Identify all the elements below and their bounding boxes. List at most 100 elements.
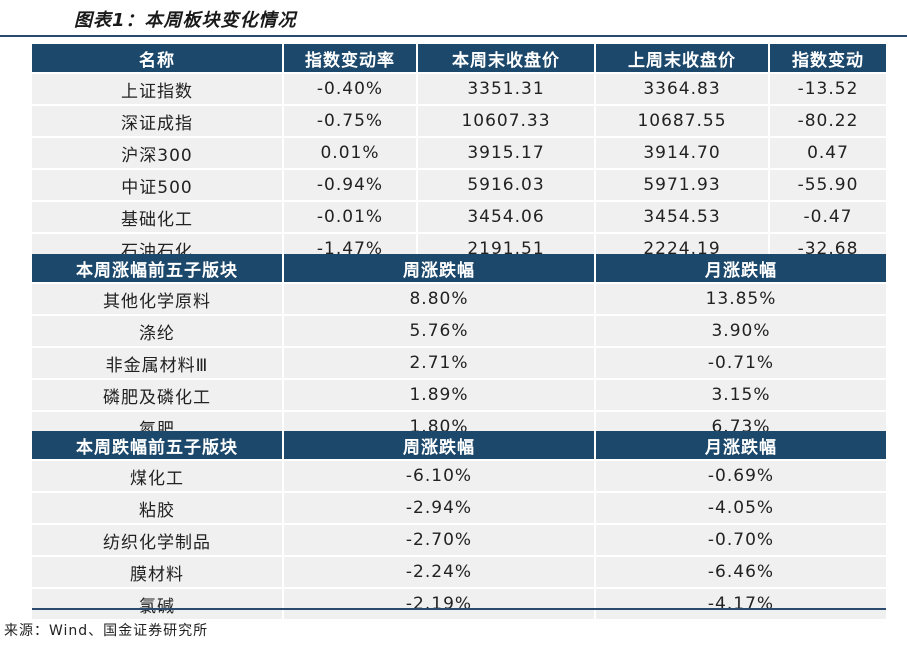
column-header: 月涨跌幅 <box>596 254 886 282</box>
column-gap <box>282 348 284 378</box>
table-row: 涤纶 5.76% 3.90% <box>32 316 886 346</box>
table-cell: 5971.93 <box>596 170 768 200</box>
column-gap <box>282 431 284 459</box>
table-cell: 其他化学原料 <box>32 284 282 314</box>
column-gap <box>594 493 596 523</box>
column-header: 指数变动率 <box>284 44 416 72</box>
table-cell: 0.47 <box>770 138 886 168</box>
column-gap <box>768 234 770 264</box>
column-header: 月涨跌幅 <box>596 431 886 459</box>
table-cell: -6.46% <box>596 557 886 587</box>
column-header: 周涨跌幅 <box>284 254 594 282</box>
table-row: 深证成指 -0.75% 10607.33 10687.55 -80.22 <box>32 106 886 136</box>
table-cell: -0.40% <box>284 74 416 104</box>
column-gap <box>416 74 418 104</box>
table-cell: 深证成指 <box>32 106 282 136</box>
column-gap <box>416 170 418 200</box>
table-cell: -2.70% <box>284 525 594 555</box>
table-cell: -4.17% <box>596 589 886 619</box>
table-row: 氯碱 -2.19% -4.17% <box>32 589 886 619</box>
column-header: 周涨跌幅 <box>284 431 594 459</box>
column-gap <box>416 106 418 136</box>
table-cell: 基础化工 <box>32 202 282 232</box>
table-row: 沪深300 0.01% 3915.17 3914.70 0.47 <box>32 138 886 168</box>
table-cell: 磷肥及磷化工 <box>32 380 282 410</box>
column-gap <box>282 557 284 587</box>
row-separator <box>32 168 886 170</box>
column-header: 名称 <box>32 44 282 72</box>
column-gap <box>594 380 596 410</box>
table-row: 其他化学原料 8.80% 13.85% <box>32 284 886 314</box>
table-cell: -0.47 <box>770 202 886 232</box>
column-gap <box>282 589 284 619</box>
column-gap <box>282 234 284 264</box>
table-cell: -55.90 <box>770 170 886 200</box>
figure-title: 图表1：本周板块变化情况 <box>74 10 297 31</box>
row-separator <box>32 314 886 316</box>
table-cell: 5916.03 <box>418 170 594 200</box>
table-cell: 沪深300 <box>32 138 282 168</box>
column-gap <box>282 316 284 346</box>
table-cell: -0.69% <box>596 461 886 491</box>
column-header: 指数变动 <box>770 44 886 72</box>
table-cell: 氯碱 <box>32 589 282 619</box>
column-gap <box>768 74 770 104</box>
column-gap <box>594 557 596 587</box>
table-cell: 煤化工 <box>32 461 282 491</box>
index-table: 名称 指数变动率 本周末收盘价 上周末收盘价 指数变动 上证指数 -0.40% 3351.31… <box>32 44 886 264</box>
row-separator <box>32 136 886 138</box>
column-gap <box>282 493 284 523</box>
table-cell: -2.24% <box>284 557 594 587</box>
column-gap <box>768 106 770 136</box>
bottom-rule <box>32 608 886 610</box>
row-separator <box>32 282 886 284</box>
table-row: 粘胶 -2.94% -4.05% <box>32 493 886 523</box>
column-gap <box>594 44 596 72</box>
table-cell: 3915.17 <box>418 138 594 168</box>
table-row: 上证指数 -0.40% 3351.31 3364.83 -13.52 <box>32 74 886 104</box>
row-separator <box>32 200 886 202</box>
column-gap <box>282 170 284 200</box>
table-cell: 3454.06 <box>418 202 594 232</box>
column-gap <box>282 525 284 555</box>
column-header: 本周涨幅前五子版块 <box>32 254 282 282</box>
column-gap <box>768 170 770 200</box>
table-cell: 1.89% <box>284 380 594 410</box>
table-cell: 粘胶 <box>32 493 282 523</box>
table-cell: -2.94% <box>284 493 594 523</box>
column-gap <box>594 316 596 346</box>
table-cell: 3.90% <box>596 316 886 346</box>
column-gap <box>594 254 596 282</box>
table-cell: -0.01% <box>284 202 416 232</box>
table-row: 中证500 -0.94% 5916.03 5971.93 -55.90 <box>32 170 886 200</box>
table-cell: 3.15% <box>596 380 886 410</box>
table-cell: 10687.55 <box>596 106 768 136</box>
table-cell: -4.05% <box>596 493 886 523</box>
column-gap <box>594 106 596 136</box>
row-separator <box>32 587 886 589</box>
column-gap <box>282 74 284 104</box>
table-cell: 非金属材料Ⅲ <box>32 348 282 378</box>
table-cell: -6.10% <box>284 461 594 491</box>
table-cell: -0.94% <box>284 170 416 200</box>
table-cell: 膜材料 <box>32 557 282 587</box>
column-gap <box>416 44 418 72</box>
table-cell: 10607.33 <box>418 106 594 136</box>
table-cell: -0.70% <box>596 525 886 555</box>
row-separator <box>32 232 886 234</box>
column-gap <box>594 202 596 232</box>
column-gap <box>594 234 596 264</box>
table-cell: 涤纶 <box>32 316 282 346</box>
table-cell: 2.71% <box>284 348 594 378</box>
table-row: 纺织化学制品 -2.70% -0.70% <box>32 525 886 555</box>
table-cell: 3364.83 <box>596 74 768 104</box>
column-gap <box>416 202 418 232</box>
table-row: 煤化工 -6.10% -0.69% <box>32 461 886 491</box>
column-gap <box>594 431 596 459</box>
table-cell: -2.19% <box>284 589 594 619</box>
column-header: 本周跌幅前五子版块 <box>32 431 282 459</box>
table-cell: 中证500 <box>32 170 282 200</box>
row-separator <box>32 72 886 74</box>
column-gap <box>416 234 418 264</box>
column-gap <box>594 74 596 104</box>
